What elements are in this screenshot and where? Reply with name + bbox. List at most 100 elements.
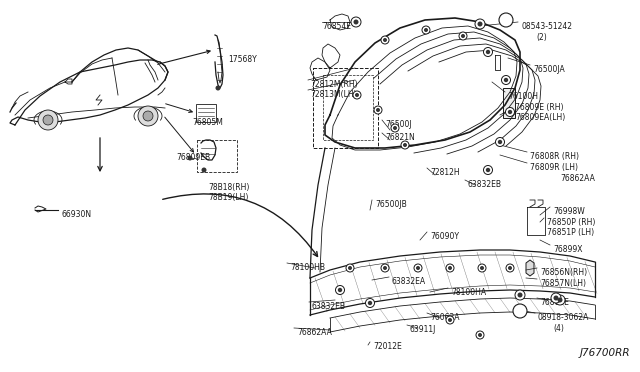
Text: 76809EA(LH): 76809EA(LH) xyxy=(515,113,565,122)
Circle shape xyxy=(138,106,158,126)
Circle shape xyxy=(495,138,504,147)
Text: 08918-3062A: 08918-3062A xyxy=(538,313,589,322)
Text: 76821N: 76821N xyxy=(385,133,415,142)
Text: 63832EB: 63832EB xyxy=(312,302,346,311)
Text: N: N xyxy=(517,308,523,314)
Circle shape xyxy=(499,13,513,27)
Text: 17568Y: 17568Y xyxy=(228,55,257,64)
Circle shape xyxy=(461,34,465,38)
Circle shape xyxy=(393,126,397,130)
Circle shape xyxy=(346,264,354,272)
Circle shape xyxy=(351,17,361,27)
Circle shape xyxy=(38,110,58,130)
Circle shape xyxy=(498,140,502,144)
Text: (2): (2) xyxy=(536,33,547,42)
Circle shape xyxy=(480,266,484,270)
Text: 78B18(RH): 78B18(RH) xyxy=(208,183,250,192)
Circle shape xyxy=(424,28,428,32)
Text: 78100HB: 78100HB xyxy=(290,263,325,272)
Circle shape xyxy=(353,91,361,99)
Circle shape xyxy=(555,295,565,305)
Circle shape xyxy=(477,22,483,26)
Circle shape xyxy=(446,264,454,272)
Circle shape xyxy=(365,298,374,308)
Circle shape xyxy=(478,333,482,337)
Circle shape xyxy=(353,19,358,25)
Circle shape xyxy=(502,76,511,84)
Text: (4): (4) xyxy=(553,324,564,333)
Circle shape xyxy=(422,26,430,34)
Circle shape xyxy=(202,167,207,173)
Bar xyxy=(197,140,237,172)
Text: 76850P (RH): 76850P (RH) xyxy=(547,218,595,227)
Text: 66930N: 66930N xyxy=(62,210,92,219)
Text: 78100HA: 78100HA xyxy=(451,288,486,297)
Circle shape xyxy=(508,266,512,270)
Circle shape xyxy=(554,295,559,301)
Text: 76854E: 76854E xyxy=(322,22,351,31)
Circle shape xyxy=(504,78,508,82)
Circle shape xyxy=(486,50,490,54)
Text: 76851P (LH): 76851P (LH) xyxy=(547,228,594,237)
Text: 76808R (RH): 76808R (RH) xyxy=(530,152,579,161)
Circle shape xyxy=(43,115,53,125)
Circle shape xyxy=(557,298,563,302)
Circle shape xyxy=(486,168,490,172)
Text: 63911J: 63911J xyxy=(410,325,436,334)
Circle shape xyxy=(506,264,514,272)
Circle shape xyxy=(478,264,486,272)
Text: 76808E: 76808E xyxy=(540,298,569,307)
Text: 76899X: 76899X xyxy=(553,245,582,254)
Polygon shape xyxy=(526,260,534,276)
Text: 72012E: 72012E xyxy=(373,342,402,351)
Text: 63832EA: 63832EA xyxy=(392,277,426,286)
Text: 76500JB: 76500JB xyxy=(375,200,407,209)
Circle shape xyxy=(513,304,527,318)
Text: 72812H: 72812H xyxy=(430,168,460,177)
Circle shape xyxy=(383,266,387,270)
Polygon shape xyxy=(503,88,515,118)
Text: 76809E (RH): 76809E (RH) xyxy=(515,103,563,112)
Text: 76500J: 76500J xyxy=(385,120,412,129)
Text: 76862AA: 76862AA xyxy=(297,328,332,337)
Circle shape xyxy=(188,155,193,160)
Circle shape xyxy=(355,93,359,97)
Circle shape xyxy=(476,331,484,339)
Bar xyxy=(196,104,216,122)
Text: 76090Y: 76090Y xyxy=(430,232,459,241)
Text: 76062A: 76062A xyxy=(430,313,460,322)
Circle shape xyxy=(216,86,221,90)
Text: 78B19(LH): 78B19(LH) xyxy=(208,193,248,202)
Circle shape xyxy=(459,32,467,40)
Bar xyxy=(313,68,378,148)
Circle shape xyxy=(483,166,493,174)
Text: 76500JA: 76500JA xyxy=(533,65,564,74)
Circle shape xyxy=(446,316,454,324)
Circle shape xyxy=(374,106,382,114)
Circle shape xyxy=(403,143,407,147)
Circle shape xyxy=(376,108,380,112)
Text: 76857N(LH): 76857N(LH) xyxy=(540,279,586,288)
Circle shape xyxy=(391,124,399,132)
Circle shape xyxy=(508,110,512,114)
Circle shape xyxy=(338,288,342,292)
Text: 72813M(LH): 72813M(LH) xyxy=(310,90,356,99)
Circle shape xyxy=(348,266,352,270)
Text: 63832EB: 63832EB xyxy=(468,180,502,189)
Circle shape xyxy=(143,111,153,121)
Text: 76998W: 76998W xyxy=(553,207,585,216)
Circle shape xyxy=(414,264,422,272)
Circle shape xyxy=(515,290,525,300)
Text: 76809EB: 76809EB xyxy=(176,153,210,162)
Text: 76805M: 76805M xyxy=(192,118,223,127)
Circle shape xyxy=(506,108,515,116)
Text: 72812M(RH): 72812M(RH) xyxy=(310,80,358,89)
Text: 76809R (LH): 76809R (LH) xyxy=(530,163,578,172)
Circle shape xyxy=(518,292,522,298)
Bar xyxy=(323,75,373,140)
Text: J76700RR: J76700RR xyxy=(579,348,630,358)
Circle shape xyxy=(448,318,452,322)
Circle shape xyxy=(551,293,561,303)
Circle shape xyxy=(335,285,344,295)
Text: 08543-51242: 08543-51242 xyxy=(521,22,572,31)
